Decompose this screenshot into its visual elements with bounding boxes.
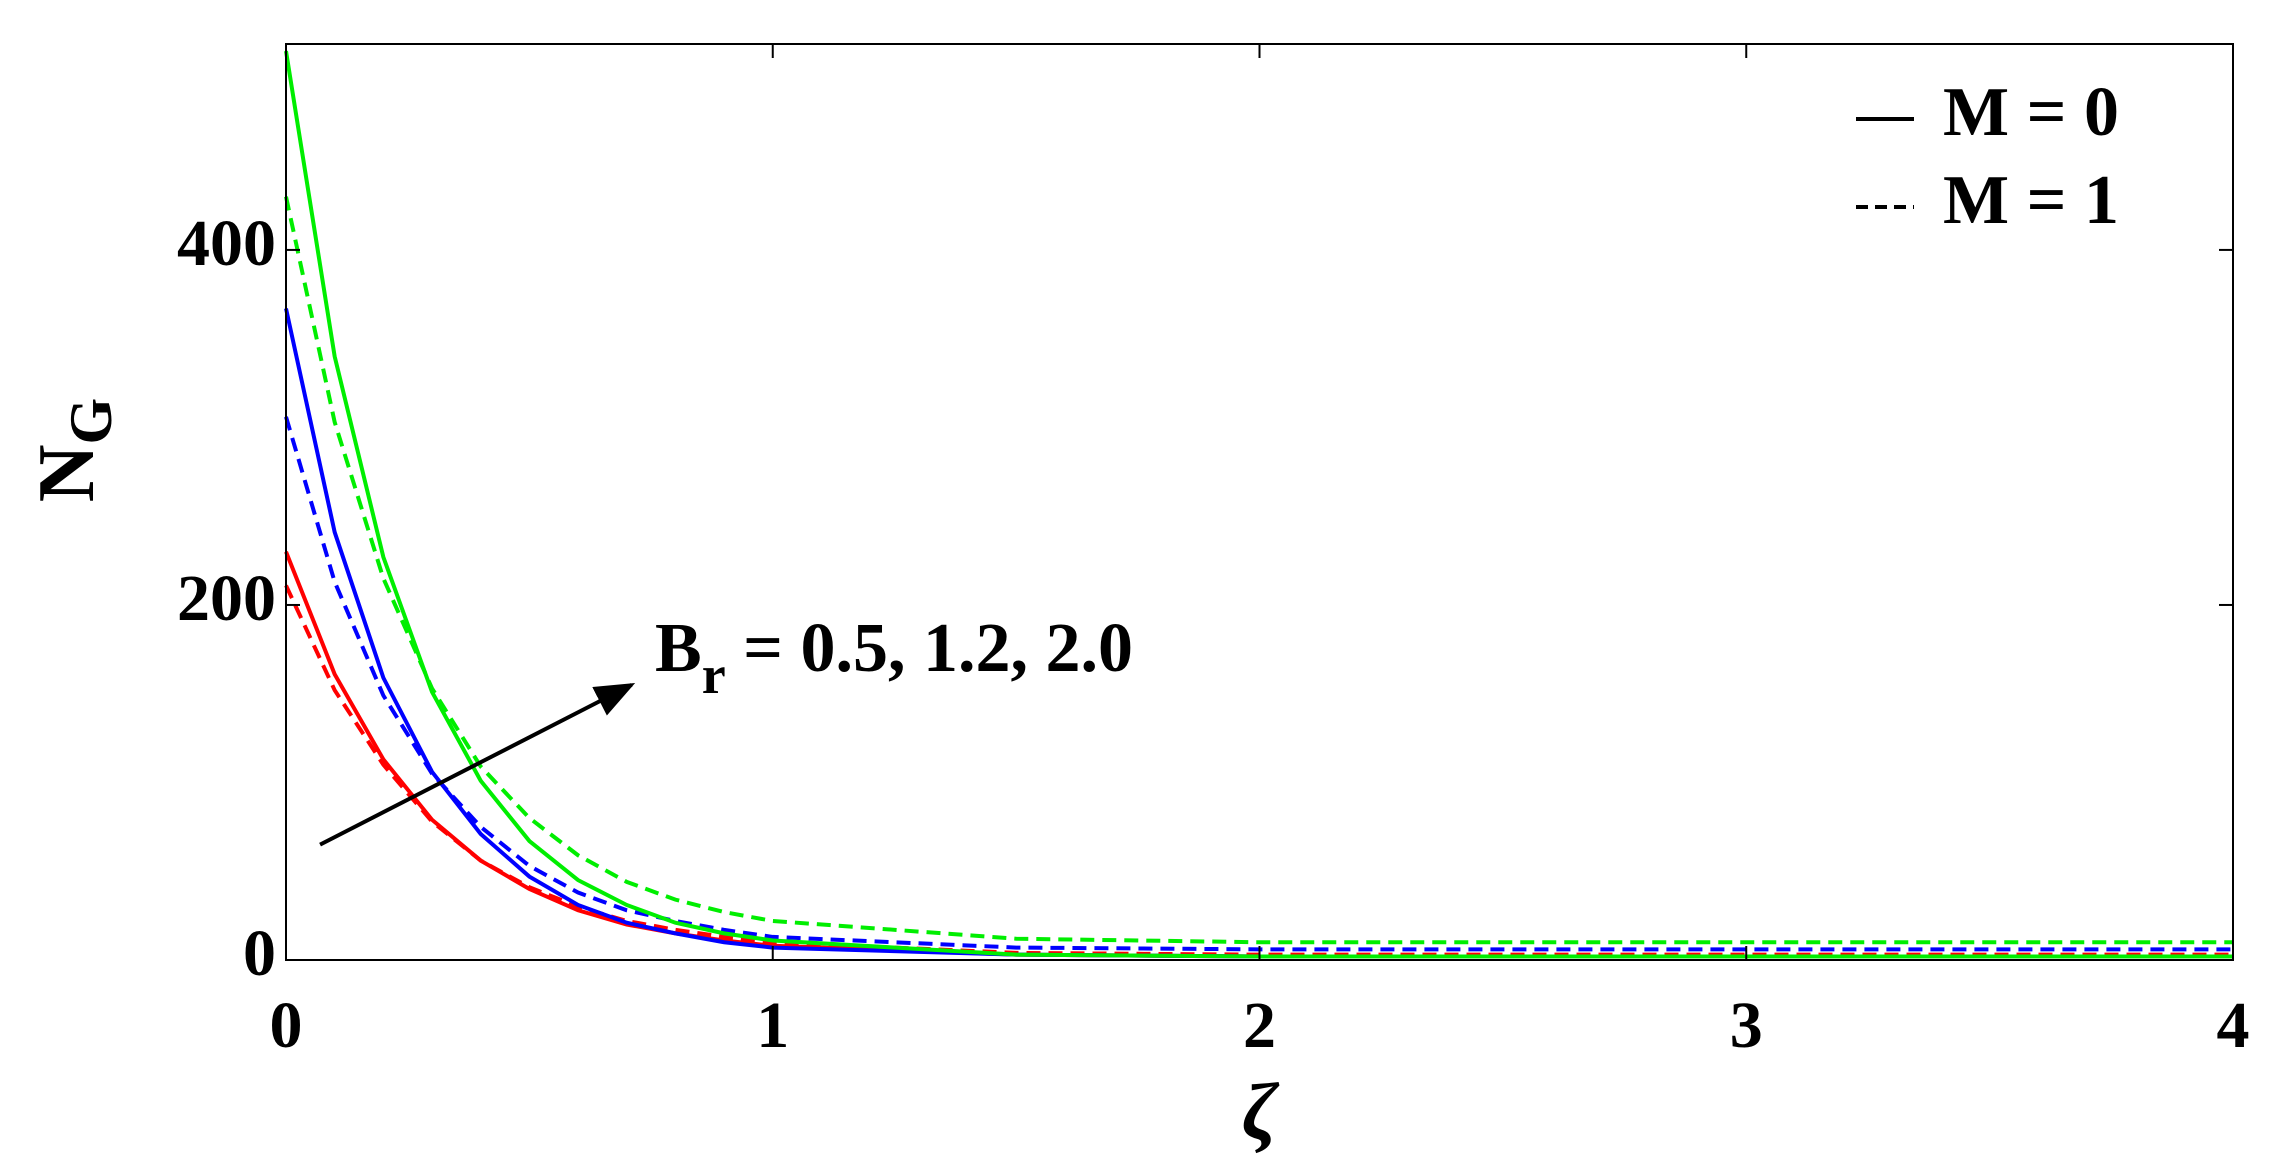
x-tick-label: 2	[1243, 989, 1276, 1062]
y-axis-label-sub: G	[58, 398, 124, 445]
x-tick-label: 4	[2217, 989, 2250, 1062]
y-axis-label: NG	[23, 398, 123, 502]
plot-frame	[285, 43, 2234, 961]
annotation-arrow	[319, 683, 636, 847]
y-tick-label: 400	[177, 207, 276, 280]
annotation-sub: r	[702, 645, 726, 705]
x-tick-label: 3	[1730, 989, 1763, 1062]
legend-label: M = 0	[1943, 74, 2119, 151]
series-line	[284, 50, 2233, 959]
x-tick-label: 0	[270, 989, 303, 1062]
series-line	[284, 584, 2233, 957]
y-tick-label: 200	[177, 562, 276, 635]
series-line	[284, 308, 2233, 959]
annotation: Br = 0.5, 1.2, 2.0	[655, 610, 1133, 705]
series-line	[284, 416, 2233, 952]
legend-label: M = 1	[1943, 162, 2119, 239]
series-line	[284, 196, 2233, 945]
x-axis-label: ζ	[1242, 1068, 1280, 1156]
y-axis-label-base: N	[23, 444, 111, 502]
series-line	[284, 550, 2233, 959]
x-tick-label: 1	[756, 989, 789, 1062]
annotation-base: B	[655, 610, 702, 687]
y-tick-label: 0	[243, 917, 276, 990]
annotation-text: = 0.5, 1.2, 2.0	[726, 610, 1133, 687]
